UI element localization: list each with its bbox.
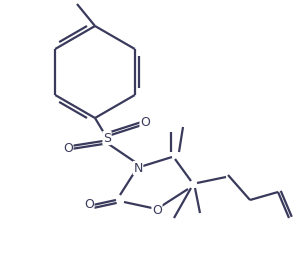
Text: O: O bbox=[152, 204, 162, 217]
Text: S: S bbox=[103, 131, 111, 144]
Text: O: O bbox=[84, 198, 94, 211]
Text: O: O bbox=[63, 141, 73, 154]
Text: O: O bbox=[140, 116, 150, 130]
Text: N: N bbox=[133, 161, 143, 174]
